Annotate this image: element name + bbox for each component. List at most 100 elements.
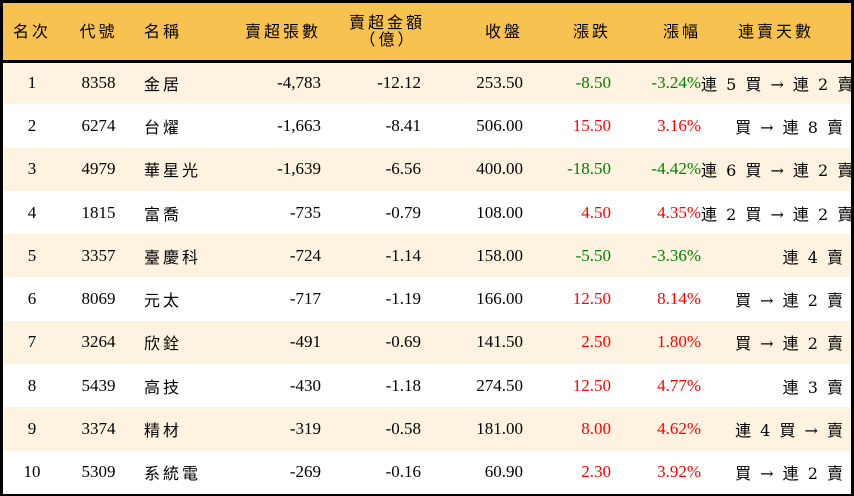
rank-cell: 4: [27, 202, 37, 222]
change-cell: 2.50: [581, 332, 611, 352]
name-cell: 精材: [144, 421, 183, 441]
streak-cell: 連 2 買 → 連 2 賣: [701, 204, 854, 224]
change-pct-cell: 1.80%: [657, 332, 701, 352]
header-change: 漲跌: [572, 21, 611, 41]
close-cell: 400.00: [476, 159, 523, 179]
table-row: 5 3357 臺慶科 -724 -1.14 158.00 -5.50 -3.36…: [3, 234, 851, 278]
code-cell: 5309: [81, 462, 116, 482]
net-sell-lots-cell: -269: [289, 462, 321, 482]
header-name: 名稱: [144, 21, 183, 41]
change-cell: 15.50: [572, 115, 611, 135]
table-header-row: 名次 代號 名稱 賣超張數 賣超金額 （億） 收盤 漲跌 漲幅 連賣天數: [3, 3, 851, 61]
name-cell: 金居: [144, 75, 183, 95]
rank-cell: 5: [27, 245, 37, 265]
name-cell: 欣銓: [144, 334, 183, 354]
code-cell: 3264: [81, 332, 116, 352]
net-sell-lots-cell: -319: [289, 419, 321, 439]
name-cell: 華星光: [144, 161, 202, 181]
streak-cell: 買 → 連 8 賣: [735, 117, 845, 137]
change-cell: 12.50: [572, 289, 611, 309]
change-cell: -8.50: [575, 73, 611, 93]
net-sell-lots-cell: -4,783: [277, 73, 321, 93]
rank-cell: 2: [27, 115, 37, 135]
name-cell: 台燿: [144, 117, 183, 137]
header-rank: 名次: [12, 21, 51, 41]
table-row: 2 6274 台燿 -1,663 -8.41 506.00 15.50 3.16…: [3, 104, 851, 147]
table-row: 1 8358 金居 -4,783 -12.12 253.50 -8.50 -3.…: [3, 61, 854, 105]
net-sell-amount-cell: -1.14: [385, 245, 421, 265]
code-cell: 8358: [81, 73, 116, 93]
change-cell: 4.50: [581, 202, 611, 222]
table-row: 9 3374 精材 -319 -0.58 181.00 8.00 4.62% 連…: [3, 407, 851, 451]
name-cell: 高技: [144, 377, 183, 397]
net-sell-amount-cell: -12.12: [377, 73, 421, 93]
change-pct-cell: 4.35%: [657, 202, 701, 222]
close-cell: 60.90: [484, 462, 523, 482]
change-cell: 2.30: [581, 462, 611, 482]
net-sell-lots-cell: -430: [289, 375, 321, 395]
table-row: 4 1815 富喬 -735 -0.79 108.00 4.50 4.35% 連…: [3, 191, 854, 234]
change-pct-cell: 3.16%: [657, 115, 701, 135]
net-sell-amount-cell: -8.41: [385, 115, 421, 135]
net-sell-lots-cell: -717: [289, 289, 321, 309]
header-streak: 連賣天數: [737, 21, 814, 41]
streak-cell: 連 6 買 → 連 2 賣: [701, 161, 854, 181]
change-pct-cell: 8.14%: [657, 289, 701, 309]
change-cell: -5.50: [575, 245, 611, 265]
header-change-pct: 漲幅: [662, 21, 701, 41]
name-cell: 臺慶科: [144, 247, 202, 267]
header-net-sell-amount-line2: （億）: [359, 30, 417, 50]
net-sell-amount-cell: -1.19: [385, 289, 421, 309]
change-pct-cell: 3.92%: [657, 462, 701, 482]
streak-cell: 連 4 賣: [782, 247, 845, 267]
change-cell: 12.50: [572, 375, 611, 395]
header-net-sell-lots: 賣超張數: [244, 21, 321, 41]
header-net-sell-amount: 賣超金額 （億）: [321, 3, 431, 61]
net-sell-amount-cell: -0.58: [385, 419, 421, 439]
header-close: 收盤: [484, 21, 523, 41]
net-sell-lots-cell: -735: [289, 202, 321, 222]
net-sell-amount-cell: -6.56: [385, 159, 421, 179]
code-cell: 3357: [81, 245, 116, 265]
table-row: 7 3264 欣銓 -491 -0.69 141.50 2.50 1.80% 買…: [3, 320, 851, 365]
change-pct-cell: -3.36%: [651, 245, 701, 265]
close-cell: 506.00: [476, 115, 523, 135]
table-row: 10 5309 系統電 -269 -0.16 60.90 2.30 3.92% …: [3, 451, 851, 494]
close-cell: 108.00: [476, 202, 523, 222]
net-sell-lots-cell: -724: [289, 245, 321, 265]
change-pct-cell: 4.62%: [657, 419, 701, 439]
header-code: 代號: [79, 21, 118, 41]
streak-cell: 買 → 連 2 賣: [735, 334, 845, 354]
close-cell: 181.00: [476, 419, 523, 439]
net-sell-ranking-table-frame: 名次 代號 名稱 賣超張數 賣超金額 （億） 收盤 漲跌 漲幅 連賣天數 1 8…: [3, 3, 854, 494]
rank-cell: 6: [27, 289, 37, 309]
rank-cell: 7: [27, 332, 37, 352]
code-cell: 4979: [81, 159, 116, 179]
change-cell: -18.50: [567, 159, 611, 179]
table-row: 6 8069 元太 -717 -1.19 166.00 12.50 8.14% …: [3, 277, 851, 320]
code-cell: 1815: [81, 202, 116, 222]
net-sell-lots-cell: -491: [289, 332, 321, 352]
rank-cell: 9: [27, 419, 37, 439]
close-cell: 253.50: [476, 73, 523, 93]
code-cell: 3374: [81, 419, 116, 439]
net-sell-amount-cell: -0.69: [385, 332, 421, 352]
net-sell-amount-cell: -0.16: [385, 462, 421, 482]
change-pct-cell: 4.77%: [657, 375, 701, 395]
name-cell: 元太: [144, 291, 183, 311]
table-row: 8 5439 高技 -430 -1.18 274.50 12.50 4.77% …: [3, 364, 851, 407]
rank-cell: 3: [27, 159, 37, 179]
net-sell-lots-cell: -1,663: [277, 115, 321, 135]
rank-cell: 1: [27, 73, 37, 93]
streak-cell: 連 5 買 → 連 2 賣: [701, 75, 854, 95]
close-cell: 166.00: [476, 289, 523, 309]
rank-cell: 10: [23, 462, 41, 482]
net-sell-amount-cell: -0.79: [385, 202, 421, 222]
code-cell: 5439: [81, 375, 116, 395]
close-cell: 158.00: [476, 245, 523, 265]
rank-cell: 8: [27, 375, 37, 395]
streak-cell: 買 → 連 2 賣: [735, 291, 845, 311]
net-sell-amount-cell: -1.18: [385, 375, 421, 395]
table-row: 3 4979 華星光 -1,639 -6.56 400.00 -18.50 -4…: [3, 147, 854, 191]
name-cell: 富喬: [144, 204, 183, 224]
